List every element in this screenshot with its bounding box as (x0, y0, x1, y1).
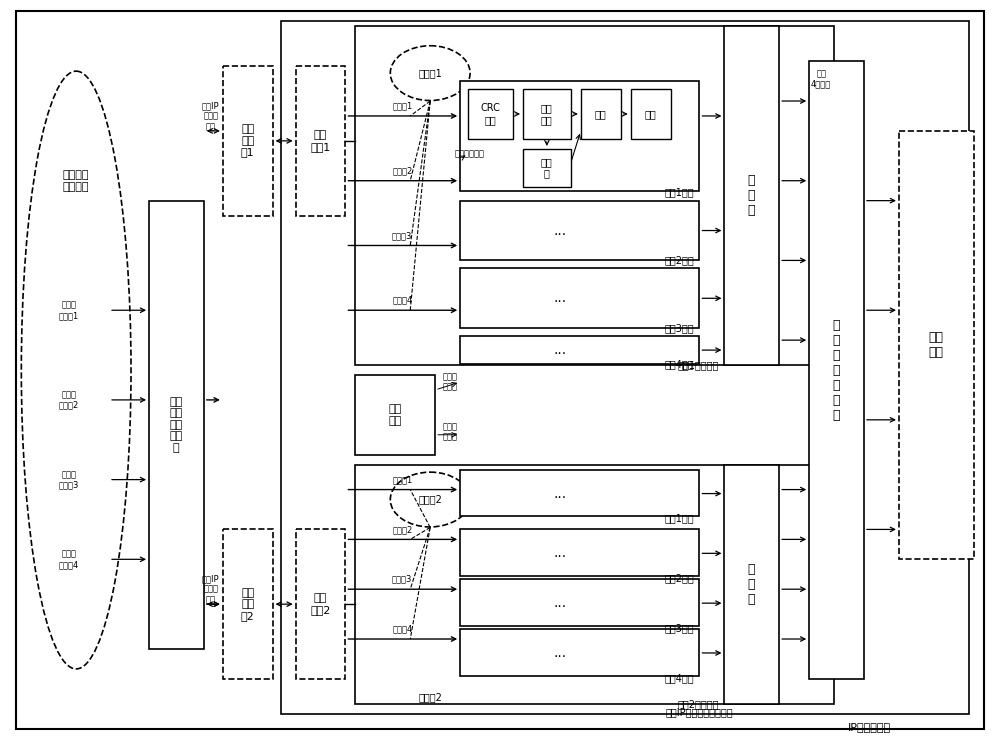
Text: ...: ... (553, 546, 566, 560)
Text: 数据帧2: 数据帧2 (392, 525, 412, 534)
Text: 万兆
网卡1: 万兆 网卡1 (310, 130, 331, 151)
Text: ...: ... (553, 596, 566, 610)
Bar (460, 268, 699, 328)
Text: 帧
对
齐: 帧 对 齐 (748, 562, 755, 606)
Bar (581, 89, 621, 139)
Bar (460, 629, 699, 676)
Bar (724, 26, 779, 365)
Ellipse shape (390, 472, 470, 527)
Bar (460, 579, 699, 626)
Text: ...: ... (553, 291, 566, 306)
Text: 输出
4路信号: 输出 4路信号 (811, 70, 831, 89)
Bar (460, 336, 699, 364)
Bar (296, 66, 345, 216)
Bar (724, 464, 779, 704)
Bar (355, 464, 834, 704)
Bar (296, 530, 345, 679)
Text: 通道3处理: 通道3处理 (665, 323, 694, 333)
Text: 射频
数字
化前
端设
备: 射频 数字 化前 端设 备 (169, 397, 183, 453)
Bar (523, 149, 571, 187)
Text: 帧起始
读缓冲: 帧起始 读缓冲 (443, 372, 458, 392)
Bar (809, 61, 864, 679)
Text: 数据源2: 数据源2 (418, 494, 442, 505)
Text: 数字IP化双融合处理单元: 数字IP化双融合处理单元 (666, 707, 733, 717)
Text: 通道4处理: 通道4处理 (665, 673, 694, 683)
Bar (899, 131, 974, 560)
Text: 数据帧1: 数据帧1 (392, 102, 412, 111)
Text: 数据帧3: 数据帧3 (392, 574, 412, 583)
Bar (223, 530, 273, 679)
Bar (223, 66, 273, 216)
Text: ...: ... (553, 223, 566, 237)
Text: 数字IP
化测控
信号: 数字IP 化测控 信号 (202, 101, 220, 131)
Bar (460, 201, 699, 261)
Text: 数据源2: 数据源2 (418, 692, 442, 702)
Text: 模拟射
频信号1: 模拟射 频信号1 (59, 300, 79, 320)
Text: 模拟射
频信号4: 模拟射 频信号4 (59, 550, 79, 569)
Text: 读控
制: 读控 制 (541, 157, 553, 178)
Text: 网口1处理单元: 网口1处理单元 (678, 360, 719, 370)
Text: 数据源1: 数据源1 (418, 68, 442, 78)
Text: 多路模拟
射频信号: 多路模拟 射频信号 (63, 170, 89, 192)
Bar (281, 21, 969, 714)
Text: ...: ... (553, 343, 566, 357)
Text: ...: ... (553, 487, 566, 500)
Text: 双
网
对
齐
及
融
合: 双 网 对 齐 及 融 合 (832, 318, 840, 422)
Ellipse shape (21, 71, 131, 669)
Text: 格式
化写: 格式 化写 (541, 103, 553, 125)
Text: CRC
译码: CRC 译码 (480, 103, 500, 125)
Text: IP化基带设备: IP化基带设备 (847, 722, 891, 732)
Text: 解帧: 解帧 (645, 109, 656, 119)
Bar (355, 375, 435, 455)
Text: 模拟射
频信号3: 模拟射 频信号3 (59, 470, 79, 489)
Text: 帧起始读缓冲: 帧起始读缓冲 (455, 149, 485, 158)
Bar (460, 470, 699, 517)
Text: 数据帧1: 数据帧1 (392, 475, 412, 484)
Text: 通道3处理: 通道3处理 (665, 623, 694, 633)
Text: 帧起始
读缓冲: 帧起始 读缓冲 (443, 422, 458, 441)
Bar (460, 81, 699, 191)
Bar (355, 26, 834, 365)
Text: 模拟射
频信号2: 模拟射 频信号2 (59, 390, 79, 410)
Text: 解调
单元: 解调 单元 (928, 331, 943, 359)
Text: 网口2处理单元: 网口2处理单元 (678, 699, 719, 709)
Text: ...: ... (553, 646, 566, 660)
Bar (631, 89, 671, 139)
Text: 万兆
交换
机2: 万兆 交换 机2 (241, 587, 255, 621)
Bar (460, 530, 699, 576)
Text: 数据帧3: 数据帧3 (392, 231, 412, 240)
Bar (149, 201, 204, 649)
Text: 数字IP
化测控
信号: 数字IP 化测控 信号 (202, 574, 220, 604)
Text: 通道1处理: 通道1处理 (665, 187, 694, 197)
Text: 数据帧4: 数据帧4 (392, 625, 412, 634)
Text: 通道2处理: 通道2处理 (665, 573, 694, 583)
Text: 通道4处理: 通道4处理 (665, 359, 694, 369)
Text: 万兆
网卡2: 万兆 网卡2 (310, 593, 331, 615)
Text: 数据帧4: 数据帧4 (392, 296, 412, 305)
Text: 数据帧2: 数据帧2 (392, 166, 412, 175)
Text: 缓存: 缓存 (595, 109, 607, 119)
Text: 万兆
交换
机1: 万兆 交换 机1 (241, 124, 255, 157)
Text: 通道2处理: 通道2处理 (665, 255, 694, 265)
Bar (523, 89, 571, 139)
Text: 通道1处理: 通道1处理 (665, 514, 694, 524)
Text: 帧
对
齐: 帧 对 齐 (748, 175, 755, 217)
Ellipse shape (390, 46, 470, 100)
Bar (468, 89, 513, 139)
Text: 帧起
始读: 帧起 始读 (389, 404, 402, 425)
